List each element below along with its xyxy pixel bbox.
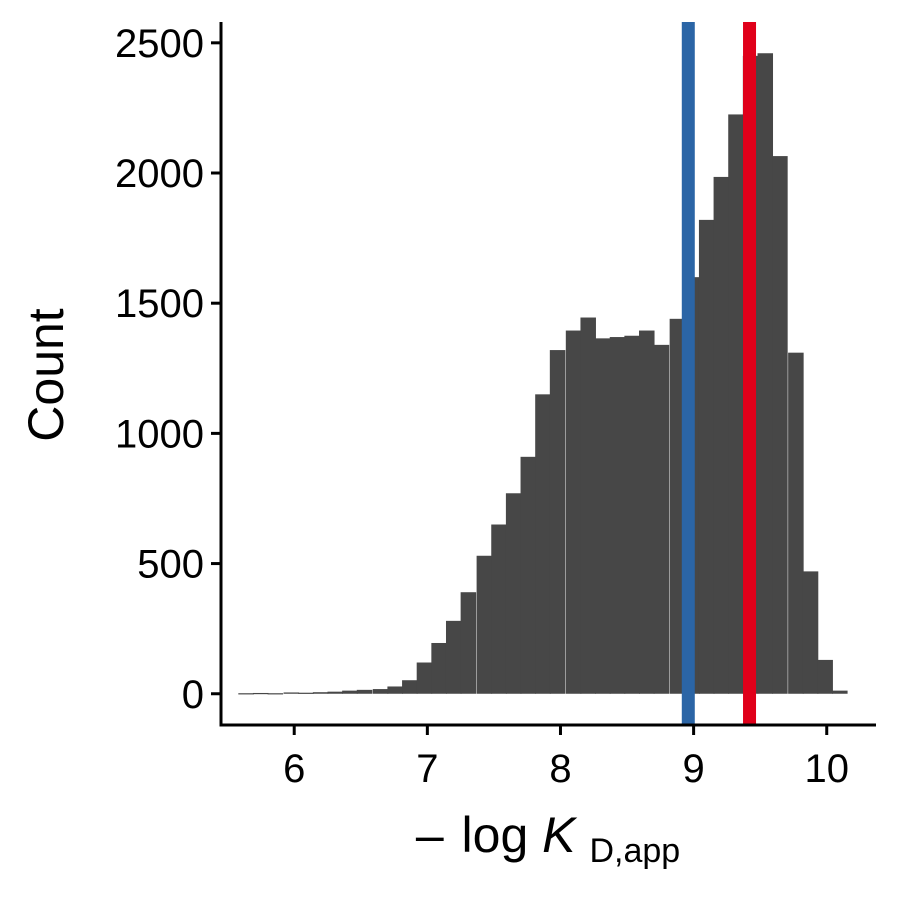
histogram-bar: [372, 689, 389, 694]
histogram-bar: [609, 337, 626, 694]
histogram-bar: [624, 335, 640, 694]
histogram-bar: [267, 693, 284, 695]
x-tick-label: 7: [416, 747, 438, 791]
histogram-bar: [460, 592, 477, 694]
histogram-bar: [342, 690, 358, 694]
y-tick-label: 500: [137, 543, 204, 587]
histogram-bar: [595, 338, 611, 694]
histogram-bar: [238, 693, 254, 695]
histogram-bar: [431, 642, 447, 694]
y-tick-label: 2000: [115, 152, 204, 196]
x-tick-label: 6: [283, 747, 305, 791]
x-axis-title-italic: K: [542, 807, 578, 863]
y-tick-label: 0: [182, 673, 204, 717]
histogram-bar: [505, 493, 522, 694]
histogram-bar: [639, 330, 655, 694]
x-axis-title: – log K D,app: [416, 807, 680, 870]
x-tick-label: 8: [549, 747, 571, 791]
histogram-bar: [698, 219, 715, 694]
histogram-bar: [757, 53, 774, 694]
x-axis-title-subscript: D,app: [589, 832, 680, 870]
histogram-bar: [402, 680, 418, 694]
histogram-bar: [817, 659, 833, 694]
histogram-bar: [491, 524, 507, 694]
histogram-bar: [387, 686, 403, 694]
histogram-bar: [669, 318, 686, 694]
histogram-bar: [580, 317, 596, 694]
histogram-bars: [238, 53, 848, 695]
histogram-bar: [476, 555, 493, 694]
x-axis-title-main: log: [462, 807, 543, 863]
histogram-bar: [445, 620, 462, 694]
reference-lines: [681, 22, 757, 725]
histogram-bar: [252, 692, 269, 695]
histogram-bar: [298, 692, 314, 694]
x-tick-label: 10: [804, 747, 849, 791]
histogram-bar: [832, 690, 848, 694]
y-tick-label: 1000: [115, 412, 204, 456]
histogram-bar: [728, 114, 744, 694]
x-axis-title-prefix: –: [416, 807, 444, 863]
histogram-bar: [520, 456, 537, 694]
histogram-bar: [312, 692, 329, 694]
histogram-bar: [416, 662, 433, 694]
histogram-bar: [788, 352, 804, 694]
axes: [219, 22, 876, 727]
histogram-bar: [283, 692, 300, 694]
histogram-bar: [802, 571, 819, 694]
histogram-bar: [772, 156, 788, 694]
x-axis-ticks: 6 7 8 9 10: [283, 725, 849, 791]
histogram-bar: [713, 176, 730, 694]
y-axis-ticks: 0 500 1000 1500 2000 2500: [115, 22, 221, 717]
histogram-bar: [356, 689, 373, 694]
y-axis-title: Count: [18, 308, 74, 442]
histogram-bar: [327, 691, 344, 694]
histogram-bar: [549, 350, 566, 694]
histogram-bar: [535, 394, 551, 694]
histogram-bar: [653, 344, 670, 694]
y-tick-label: 2500: [115, 22, 204, 66]
histogram-bar: [565, 330, 582, 694]
x-tick-label: 9: [682, 747, 704, 791]
y-tick-label: 1500: [115, 282, 204, 326]
